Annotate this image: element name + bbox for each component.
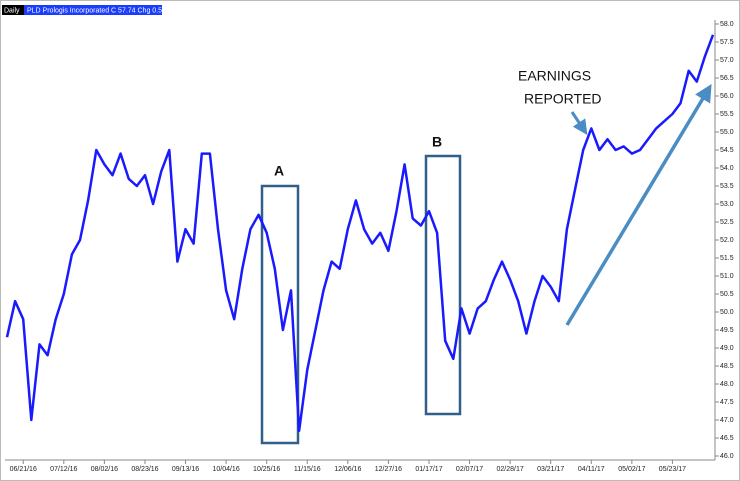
y-tick-label: 57.5 (720, 39, 734, 46)
y-tick-label: 53.5 (720, 183, 734, 190)
y-tick-label: 54.0 (720, 165, 734, 172)
x-tick-label: 04/11/17 (578, 466, 605, 473)
y-tick-label: 57.0 (720, 57, 734, 64)
x-tick-label: 10/25/16 (253, 466, 280, 473)
x-tick-label: 06/21/16 (10, 466, 37, 473)
period: Daily (4, 7, 20, 14)
y-tick-label: 55.5 (720, 111, 734, 118)
y-tick-label: 46.0 (720, 453, 734, 460)
price-line (5, 34, 715, 433)
x-tick-label: 03/21/17 (537, 466, 564, 473)
x-tick-label: 09/13/16 (172, 466, 199, 473)
y-tick-label: 50.0 (720, 309, 734, 316)
y-tick-label: 53.0 (720, 201, 734, 208)
header-bg (24, 5, 162, 15)
x-tick-label: 08/02/16 (91, 466, 118, 473)
y-tick-label: 49.5 (720, 327, 734, 334)
y-tick-label: 58.0 (720, 21, 734, 28)
y-tick-label: 51.0 (720, 273, 734, 280)
x-tick-label: 08/23/16 (131, 466, 158, 473)
y-tick-label: 54.5 (720, 147, 734, 154)
x-tick-label: 05/02/17 (618, 466, 645, 473)
label-a: A (274, 163, 284, 179)
x-tick-label: 10/04/16 (212, 466, 239, 473)
x-tick-label: 02/28/17 (497, 466, 524, 473)
y-tick-label: 55.0 (720, 129, 734, 136)
trend-arrow (565, 83, 712, 326)
y-tick-label: 49.0 (720, 345, 734, 352)
y-tick-label: 56.5 (720, 75, 734, 82)
y-tick-label: 47.0 (720, 417, 734, 424)
x-tick-label: 05/23/17 (659, 466, 686, 473)
y-tick-label: 46.5 (720, 435, 734, 442)
earnings-label: EARNINGS (518, 68, 591, 84)
earnings-arrow (570, 111, 588, 135)
box-b (424, 154, 462, 416)
x-tick-label: 12/06/16 (334, 466, 361, 473)
x-tick-label: 01/17/17 (415, 466, 442, 473)
label-b: B (432, 134, 442, 150)
x-tick-label: 07/12/16 (50, 466, 77, 473)
period-bg (2, 5, 24, 15)
y-tick-label: 50.5 (720, 291, 734, 298)
y-tick-label: 52.5 (720, 219, 734, 226)
y-tick-label: 48.5 (720, 363, 734, 370)
y-tick-label: 51.5 (720, 255, 734, 262)
y-tick-label: 52.0 (720, 237, 734, 244)
x-tick-label: 12/27/16 (375, 466, 402, 473)
instrument: PLD Prologis Incorporated C 57.74 Chg 0.… (27, 7, 166, 14)
box-a (260, 184, 300, 445)
x-tick-label: 02/07/17 (456, 466, 483, 473)
earnings-label: REPORTED (524, 91, 602, 107)
y-tick-label: 48.0 (720, 381, 734, 388)
x-tick-label: 11/15/16 (294, 466, 321, 473)
y-tick-label: 56.0 (720, 93, 734, 100)
y-tick-label: 47.5 (720, 399, 734, 406)
